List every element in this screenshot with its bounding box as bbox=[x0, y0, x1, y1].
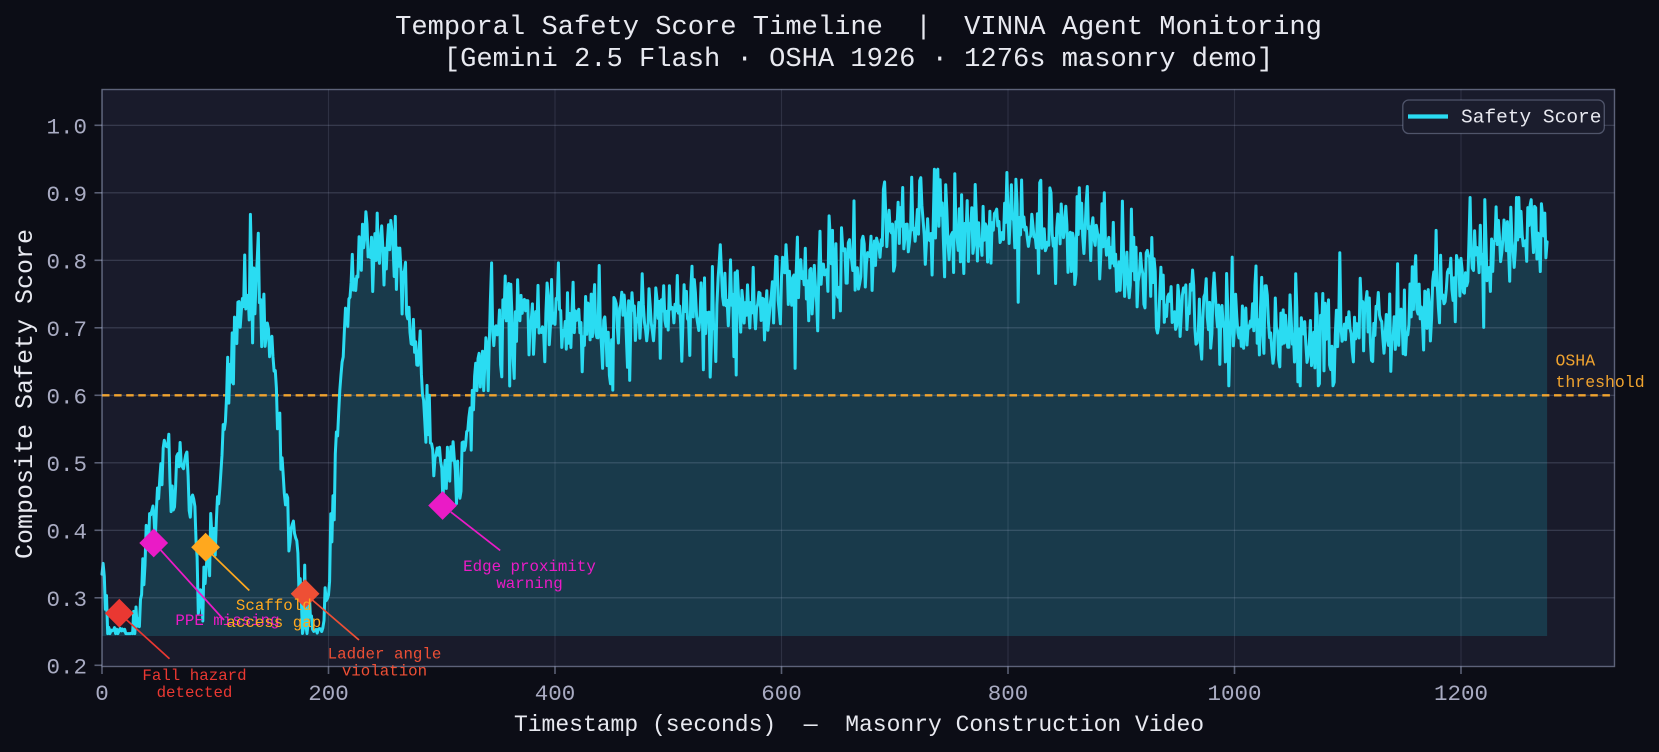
svg-text:detected: detected bbox=[157, 684, 233, 702]
svg-text:0.6: 0.6 bbox=[46, 384, 87, 410]
svg-text:800: 800 bbox=[988, 681, 1029, 707]
svg-text:200: 200 bbox=[308, 681, 349, 707]
svg-text:threshold: threshold bbox=[1556, 373, 1645, 392]
svg-text:warning: warning bbox=[496, 575, 562, 593]
svg-text:1.0: 1.0 bbox=[46, 114, 87, 140]
svg-text:Safety Score: Safety Score bbox=[1461, 107, 1601, 129]
svg-text:0: 0 bbox=[95, 681, 109, 707]
svg-text:Composite Safety Score: Composite Safety Score bbox=[11, 229, 40, 559]
svg-text:Edge proximity: Edge proximity bbox=[463, 558, 596, 576]
svg-text:access gap: access gap bbox=[226, 614, 321, 632]
svg-text:PPE missing: PPE missing bbox=[175, 612, 279, 630]
svg-text:0.5: 0.5 bbox=[46, 452, 87, 478]
svg-text:violation: violation bbox=[342, 662, 427, 680]
svg-text:Fall hazard: Fall hazard bbox=[142, 667, 246, 685]
svg-text:[Gemini 2.5 Flash · OSHA 1926: [Gemini 2.5 Flash · OSHA 1926 · 1276s ma… bbox=[444, 44, 1273, 75]
svg-text:1000: 1000 bbox=[1207, 681, 1261, 707]
svg-text:400: 400 bbox=[535, 681, 576, 707]
svg-text:0.2: 0.2 bbox=[46, 654, 87, 680]
svg-text:Temporal Safety Score Timeline: Temporal Safety Score Timeline | VINNA A… bbox=[395, 12, 1322, 43]
svg-text:0.8: 0.8 bbox=[46, 249, 87, 275]
svg-text:Scaffold: Scaffold bbox=[236, 597, 312, 615]
svg-text:0.3: 0.3 bbox=[46, 587, 87, 613]
svg-text:1200: 1200 bbox=[1434, 681, 1488, 707]
svg-text:Ladder angle: Ladder angle bbox=[328, 646, 442, 664]
svg-text:0.4: 0.4 bbox=[46, 519, 87, 545]
svg-text:Timestamp (seconds) — Masonr: Timestamp (seconds) — Masonry Constructi… bbox=[514, 712, 1204, 738]
svg-text:0.7: 0.7 bbox=[46, 317, 87, 343]
svg-text:0.9: 0.9 bbox=[46, 182, 87, 208]
svg-text:OSHA: OSHA bbox=[1556, 352, 1596, 371]
svg-text:600: 600 bbox=[761, 681, 802, 707]
